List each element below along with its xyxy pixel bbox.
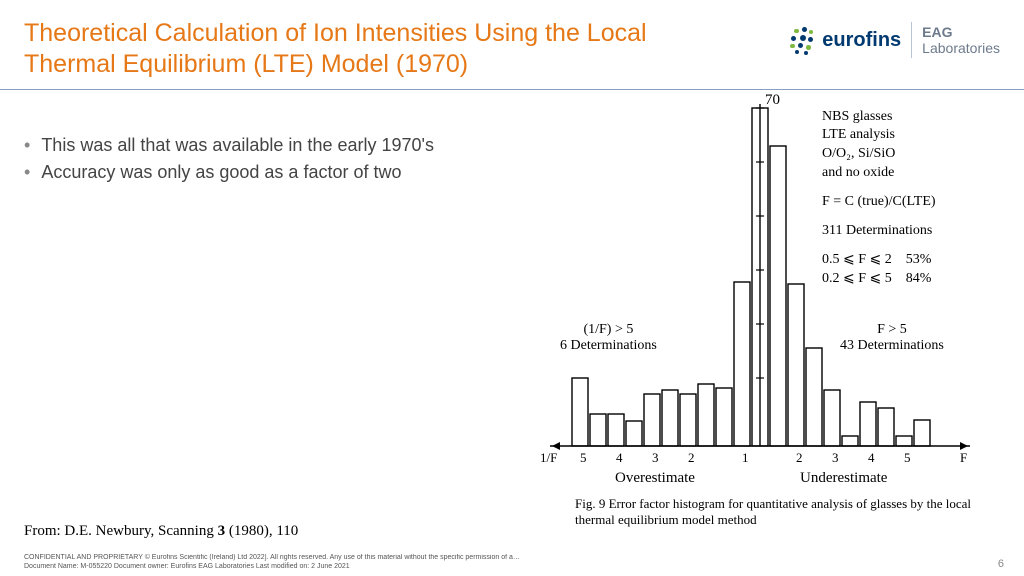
x-tick-label: F xyxy=(960,450,967,466)
confidential-line: CONFIDENTIAL AND PROPRIETARY © Eurofins … xyxy=(24,554,1000,561)
content-area: This was all that was available in the e… xyxy=(0,90,1024,546)
eag-line2: Laboratories xyxy=(922,40,1000,56)
slide-header: Theoretical Calculation of Ion Intensiti… xyxy=(0,0,1024,90)
x-tick-label: 5 xyxy=(904,450,911,466)
citation-prefix: From: D.E. Newbury, Scanning xyxy=(24,523,218,539)
x-tick-label: 4 xyxy=(616,450,623,466)
page-number: 6 xyxy=(998,558,1004,570)
chart-caption: Fig. 9 Error factor histogram for quanti… xyxy=(575,496,1000,529)
x-tick-label: 3 xyxy=(652,450,659,466)
underestimate-label: Underestimate xyxy=(800,470,887,487)
eurofins-dots-icon xyxy=(788,26,816,54)
eag-line1: EAG xyxy=(922,24,1000,40)
logo-separator xyxy=(911,22,912,58)
page-title: Theoretical Calculation of Ion Intensiti… xyxy=(24,18,704,81)
x-tick-label: 2 xyxy=(796,450,803,466)
x-tick-label: 3 xyxy=(832,450,839,466)
x-tick-label: 1 xyxy=(742,450,749,466)
logo-block: eurofins EAG Laboratories xyxy=(788,18,1000,58)
histogram-svg xyxy=(520,90,1000,450)
citation-suffix: (1980), 110 xyxy=(225,523,298,539)
footer: CONFIDENTIAL AND PROPRIETARY © Eurofins … xyxy=(0,554,1024,576)
chart-figure: 70 NBS glasses LTE analysis O/O₂, Si/SiO… xyxy=(520,90,1000,510)
x-tick-label: 5 xyxy=(580,450,587,466)
eag-label: EAG Laboratories xyxy=(922,24,1000,56)
overestimate-label: Overestimate xyxy=(615,470,695,487)
citation-vol: 3 xyxy=(218,523,226,539)
eurofins-wordmark: eurofins xyxy=(822,29,901,52)
x-tick-label: 1/F xyxy=(540,450,557,466)
x-tick-label: 2 xyxy=(688,450,695,466)
eurofins-logo: eurofins xyxy=(788,26,901,54)
citation: From: D.E. Newbury, Scanning 3 (1980), 1… xyxy=(24,523,298,540)
doc-name-line: Document Name: M-055220 Document owner: … xyxy=(24,563,1000,570)
x-tick-label: 4 xyxy=(868,450,875,466)
